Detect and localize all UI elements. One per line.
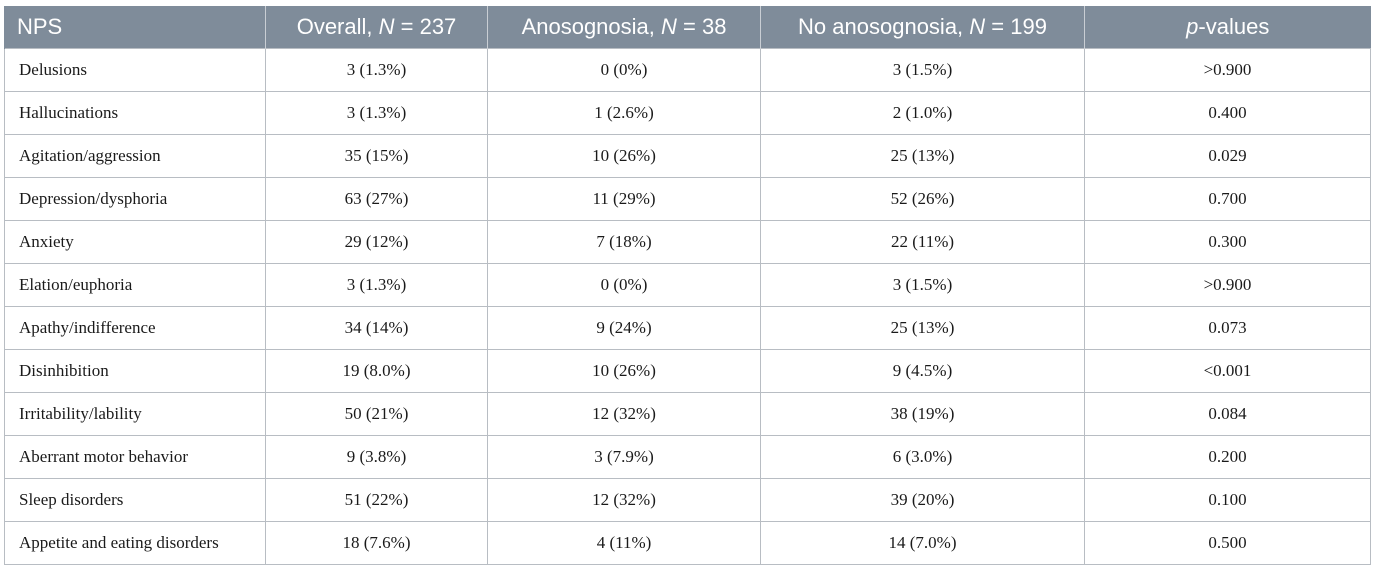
no-anosognosia-cell: 52 (26%) (760, 177, 1085, 221)
nps-cell: Sleep disorders (4, 478, 266, 522)
p-value-cell: >0.900 (1084, 263, 1371, 307)
p-value-cell: <0.001 (1084, 349, 1371, 393)
header-nps: NPS (4, 6, 266, 49)
header-overall: Overall, N = 237 (265, 6, 488, 49)
nps-table: NPS Overall, N = 237 Anosognosia, N = 38… (4, 6, 1371, 565)
nps-cell: Anxiety (4, 220, 266, 264)
header-no-anosognosia: No anosognosia, N = 199 (760, 6, 1085, 49)
table-row: Depression/dysphoria 63 (27%) 11 (29%) 52 (… (4, 177, 1371, 221)
no-anosognosia-cell: 25 (13%) (760, 134, 1085, 178)
anosognosia-cell: 3 (7.9%) (487, 435, 761, 479)
nps-cell: Depression/dysphoria (4, 177, 266, 221)
no-anosognosia-cell: 14 (7.0%) (760, 521, 1085, 565)
nps-cell: Aberrant motor behavior (4, 435, 266, 479)
p-value-cell: 0.500 (1084, 521, 1371, 565)
anosognosia-cell: 10 (26%) (487, 134, 761, 178)
table-row: Delusions 3 (1.3%) 0 (0%) 3 (1.5%) >0.900 (4, 48, 1371, 92)
anosognosia-cell: 10 (26%) (487, 349, 761, 393)
nps-cell: Appetite and eating disorders (4, 521, 266, 565)
no-anosognosia-cell: 39 (20%) (760, 478, 1085, 522)
anosognosia-cell: 1 (2.6%) (487, 91, 761, 135)
p-value-cell: 0.300 (1084, 220, 1371, 264)
overall-cell: 9 (3.8%) (265, 435, 488, 479)
header-anosognosia: Anosognosia, N = 38 (487, 6, 761, 49)
nps-cell: Disinhibition (4, 349, 266, 393)
nps-cell: Irritability/lability (4, 392, 266, 436)
p-value-cell: 0.073 (1084, 306, 1371, 350)
anosognosia-cell: 12 (32%) (487, 392, 761, 436)
nps-cell: Agitation/aggression (4, 134, 266, 178)
overall-cell: 34 (14%) (265, 306, 488, 350)
anosognosia-cell: 9 (24%) (487, 306, 761, 350)
overall-cell: 51 (22%) (265, 478, 488, 522)
overall-cell: 18 (7.6%) (265, 521, 488, 565)
header-p-values: p-values (1084, 6, 1371, 49)
table-row: Apathy/indifference 34 (14%) 9 (24%) 25 (13… (4, 306, 1371, 350)
overall-cell: 29 (12%) (265, 220, 488, 264)
p-value-cell: 0.200 (1084, 435, 1371, 479)
table-row: Hallucinations 3 (1.3%) 1 (2.6%) 2 (1.0%) 0.… (4, 91, 1371, 135)
anosognosia-cell: 0 (0%) (487, 263, 761, 307)
p-value-cell: >0.900 (1084, 48, 1371, 92)
table-row: Agitation/aggression 35 (15%) 10 (26%) 25 (… (4, 134, 1371, 178)
p-value-cell: 0.084 (1084, 392, 1371, 436)
table-row: Disinhibition 19 (8.0%) 10 (26%) 9 (4.5%) <0… (4, 349, 1371, 393)
overall-cell: 63 (27%) (265, 177, 488, 221)
no-anosognosia-cell: 25 (13%) (760, 306, 1085, 350)
anosognosia-cell: 0 (0%) (487, 48, 761, 92)
table-row: Sleep disorders 51 (22%) 12 (32%) 39 (20%) 0… (4, 478, 1371, 522)
p-value-cell: 0.700 (1084, 177, 1371, 221)
overall-cell: 3 (1.3%) (265, 263, 488, 307)
p-value-cell: 0.400 (1084, 91, 1371, 135)
no-anosognosia-cell: 9 (4.5%) (760, 349, 1085, 393)
anosognosia-cell: 12 (32%) (487, 478, 761, 522)
no-anosognosia-cell: 38 (19%) (760, 392, 1085, 436)
overall-cell: 3 (1.3%) (265, 91, 488, 135)
no-anosognosia-cell: 6 (3.0%) (760, 435, 1085, 479)
table-row: Elation/euphoria 3 (1.3%) 0 (0%) 3 (1.5%) >0… (4, 263, 1371, 307)
p-value-cell: 0.100 (1084, 478, 1371, 522)
no-anosognosia-cell: 22 (11%) (760, 220, 1085, 264)
overall-cell: 50 (21%) (265, 392, 488, 436)
anosognosia-cell: 11 (29%) (487, 177, 761, 221)
overall-cell: 3 (1.3%) (265, 48, 488, 92)
table-row: Anxiety 29 (12%) 7 (18%) 22 (11%) 0.300 (4, 220, 1371, 264)
table-row: Aberrant motor behavior 9 (3.8%) 3 (7.9%) 6… (4, 435, 1371, 479)
p-value-cell: 0.029 (1084, 134, 1371, 178)
table-row: Irritability/lability 50 (21%) 12 (32%) 38 … (4, 392, 1371, 436)
overall-cell: 35 (15%) (265, 134, 488, 178)
anosognosia-cell: 4 (11%) (487, 521, 761, 565)
nps-cell: Delusions (4, 48, 266, 92)
no-anosognosia-cell: 2 (1.0%) (760, 91, 1085, 135)
no-anosognosia-cell: 3 (1.5%) (760, 263, 1085, 307)
overall-cell: 19 (8.0%) (265, 349, 488, 393)
nps-cell: Apathy/indifference (4, 306, 266, 350)
anosognosia-cell: 7 (18%) (487, 220, 761, 264)
nps-cell: Elation/euphoria (4, 263, 266, 307)
header-row: NPS Overall, N = 237 Anosognosia, N = 38… (4, 6, 1371, 49)
nps-cell: Hallucinations (4, 91, 266, 135)
table-row: Appetite and eating disorders 18 (7.6%) 4 … (4, 521, 1371, 565)
no-anosognosia-cell: 3 (1.5%) (760, 48, 1085, 92)
